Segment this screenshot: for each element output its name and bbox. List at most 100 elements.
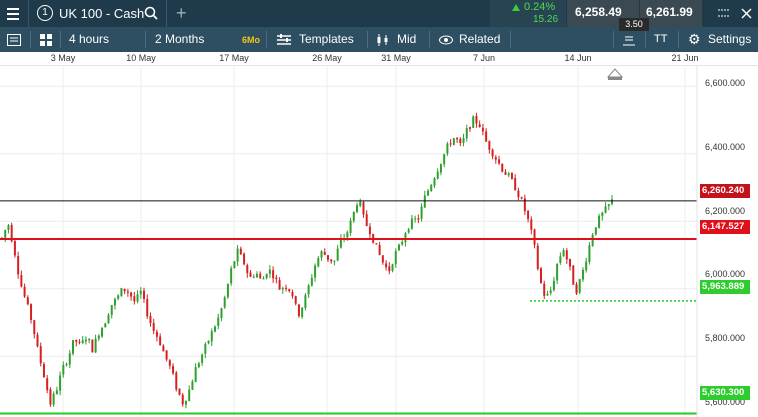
candle-body [507,173,510,176]
candle-body [504,171,507,175]
candle-body [194,367,197,383]
candle-body [65,363,68,365]
candle-body [101,327,104,337]
candle-body [394,251,397,265]
instrument-number-badge: 1 [37,5,53,21]
scroll-to-latest-icon[interactable] [606,68,624,80]
add-tab-icon[interactable]: + [176,3,187,23]
buy-button[interactable]: 6,261.99 [640,0,702,27]
candle-body [285,287,288,289]
drawing-tools-icon[interactable] [623,27,635,52]
related-button[interactable]: Related [459,32,501,46]
candle-body [49,389,52,405]
candle-body [427,190,430,196]
candle-body [433,178,436,186]
candle-body [207,340,210,344]
settings-button[interactable]: Settings [708,32,752,46]
current-price-tag: 6,260.240 [700,184,750,198]
candle-body [491,149,494,157]
x-axis-label: 14 Jun [564,53,592,63]
candle-body [330,259,333,262]
candle-body [152,322,155,331]
candle-body [281,288,284,290]
candle-body [533,229,536,245]
sell-button[interactable]: 6,258.49 [567,0,639,27]
up-arrow-icon [512,4,520,11]
candle-body [575,284,578,294]
candle-body [233,261,236,269]
candle-body [265,273,268,278]
templates-icon [277,27,291,52]
candle-body [414,218,417,220]
candle-body [352,211,355,221]
candle-body [88,339,91,341]
candle-body [249,272,252,277]
candle-body [288,289,291,292]
candle-body [530,219,533,230]
candle-body [204,343,207,354]
candle-body [339,238,342,248]
candle-body [401,241,404,245]
candle-body [4,229,7,238]
candle-body [146,299,149,317]
y-axis-label: 6,000.000 [705,269,745,279]
candle-body [346,232,349,238]
interval-dropdown[interactable]: 4 hours [69,32,110,46]
chart-toolbar: 4 hours 2 Months 6Mo Templates Mid Relat… [0,27,758,52]
instrument-name[interactable]: UK 100 - Cash [59,6,145,21]
candle-body [226,284,229,298]
candle-body [536,245,539,269]
candle-body [430,184,433,192]
candle-body [520,197,523,199]
price-chart[interactable]: 6,600.000 6,400.000 6,200.000 6,000.000 … [0,66,758,417]
text-size-button[interactable]: TT [654,33,668,45]
candle-body [498,159,501,164]
candle-body [472,116,475,128]
search-icon[interactable] [144,6,158,25]
candle-body [188,389,191,401]
candle-body [149,316,152,324]
price-type-dropdown[interactable]: Mid [397,32,417,46]
range-dropdown[interactable]: 2 Months [155,32,205,46]
candle-body [556,263,559,281]
range-badge[interactable]: 6Mo [242,35,260,45]
candle-body [314,265,317,278]
close-icon[interactable] [741,6,752,24]
candle-body [317,258,320,267]
hamburger-menu-icon[interactable] [7,8,19,20]
candle-body [165,350,168,360]
candle-body [368,226,371,235]
sell-price: 6,258.49 [575,5,622,19]
chart-panel-icon[interactable] [7,27,21,52]
candle-body [378,244,381,255]
candlestick-series [1,112,613,409]
candle-body [375,243,378,245]
candle-body [594,227,597,235]
candle-body [459,138,462,144]
candle-body [523,198,526,212]
candle-body [488,141,491,150]
templates-button[interactable]: Templates [299,32,354,46]
candle-body [230,268,233,284]
candle-body [78,341,81,343]
candle-body [501,163,504,172]
candle-body [297,304,300,317]
layout-grid-icon[interactable] [40,27,52,52]
candle-body [262,278,265,280]
x-axis-label: 31 May [381,53,411,63]
candle-body [110,305,113,315]
change-points: 15.26 [533,14,559,25]
candle-body [120,288,123,297]
candle-body [336,248,339,261]
candle-body [468,127,471,129]
candle-body [562,250,565,257]
dock-window-icon[interactable] [718,6,730,25]
candle-body [423,195,426,208]
candle-body [10,225,13,242]
gear-icon[interactable]: ⚙ [688,31,701,47]
chart-grid [0,66,697,417]
candle-body [326,255,329,260]
candle-body [397,244,400,251]
buy-price: 6,261.99 [646,5,693,19]
candle-body [52,393,55,405]
